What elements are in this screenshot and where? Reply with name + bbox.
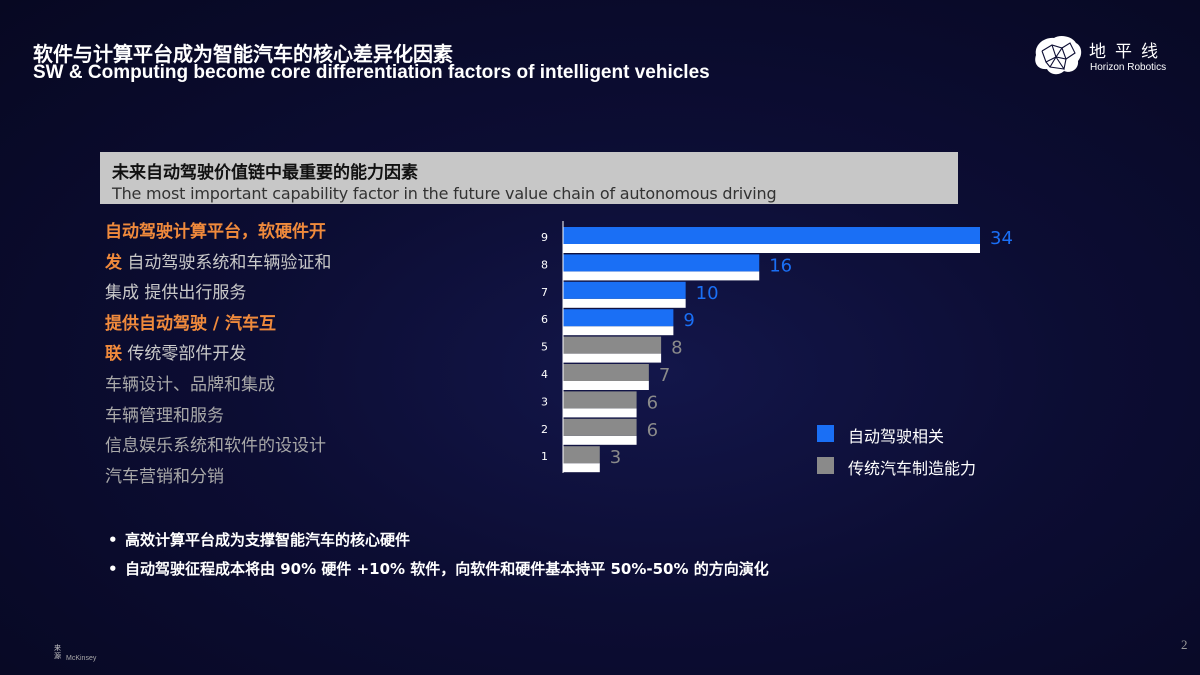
legend-label-traditional: 传统汽车制造能力 — [848, 459, 977, 478]
bar-underline — [563, 271, 760, 281]
factor-line-3: 集成 提供出行服务 — [105, 283, 247, 304]
bar-underline — [563, 435, 637, 445]
value-label-5: 8 — [671, 338, 682, 359]
bar-4 — [563, 364, 649, 381]
horizon-logo: 地平线 Horizon Robotics — [1030, 33, 1170, 83]
category-label-9: 9 — [541, 231, 548, 244]
key-point-2: • 自动驾驶征程成本将由 90% 硬件 +10% 软件，向软件和硬件基本持平 5… — [108, 559, 808, 580]
factor-line-7: 车辆管理和服务 — [105, 405, 224, 426]
bar-underline — [563, 408, 637, 418]
chart-subtitle-box: 未来自动驾驶价值链中最重要的能力因素 The most important ca… — [100, 152, 958, 204]
category-label-6: 6 — [541, 313, 548, 326]
factor-line-9: 汽车营销和分销 — [105, 466, 224, 487]
factor-line-8: 信息娱乐系统和软件的设设计 — [105, 436, 326, 457]
bar-2 — [563, 418, 637, 436]
bullet-dot: • — [108, 560, 118, 578]
factor-line-5: 联 传统零部件开发 — [105, 339, 375, 370]
legend-item-traditional: 传统汽车制造能力 — [817, 455, 1017, 487]
bar-underline — [563, 326, 674, 336]
source-label: 来源 — [54, 644, 61, 660]
legend-label-auto: 自动驾驶相关 — [848, 427, 945, 446]
value-label-1: 3 — [610, 447, 621, 468]
page-title-zh: 软件与计算平台成为智能汽车的核心差异化因素 — [33, 42, 453, 66]
factor-list: 自动驾驶计算平台，软硬件开 发 自动驾驶系统和车辆验证和 集成 提供出行服务 提… — [105, 217, 375, 492]
value-label-7: 10 — [696, 283, 719, 304]
logo-name-en: Horizon Robotics — [1090, 62, 1167, 73]
factor-line-1: 自动驾驶计算平台，软硬件开 — [105, 222, 326, 242]
source-name: McKinsey — [66, 655, 97, 662]
key-point-1-text: 高效计算平台成为支撑智能汽车的核心硬件 — [125, 531, 411, 549]
bar-9 — [563, 227, 980, 244]
category-label-1: 1 — [541, 450, 548, 463]
bar-5 — [563, 336, 662, 354]
factor-line-2-text: 自动驾驶系统和车辆验证和 — [122, 252, 332, 273]
category-label-3: 3 — [541, 395, 548, 408]
factor-line-6: 车辆设计、品牌和集成 — [105, 374, 275, 395]
bar-chart-svg: 9 34 8 16 7 10 6 9 5 8 4 7 3 6 2 6 1 3 — [541, 221, 1013, 473]
legend-item-auto: 自动驾驶相关 — [817, 423, 1017, 455]
value-label-9: 34 — [990, 228, 1013, 249]
chart-legend: 自动驾驶相关 传统汽车制造能力 — [817, 423, 1017, 487]
factor-line-4: 提供自动驾驶 / 汽车互 — [105, 313, 277, 334]
key-points: • 高效计算平台成为支撑智能汽车的核心硬件 • 自动驾驶征程成本将由 90% 硬… — [108, 530, 808, 588]
factor-line-2-highlight: 发 — [105, 252, 122, 273]
bar-underline — [563, 244, 980, 253]
page-number: 2 — [1181, 637, 1188, 652]
bar-underline — [563, 353, 662, 363]
bar-3 — [563, 391, 637, 409]
value-label-8: 16 — [769, 255, 792, 276]
category-label-5: 5 — [541, 341, 548, 354]
key-point-1: • 高效计算平台成为支撑智能汽车的核心硬件 — [108, 530, 808, 551]
legend-swatch-auto — [817, 425, 834, 442]
bar-1 — [563, 446, 600, 464]
value-label-2: 6 — [647, 420, 658, 441]
bar-8 — [563, 254, 760, 272]
category-label-7: 7 — [541, 286, 548, 299]
capability-bar-chart: 9 34 8 16 7 10 6 9 5 8 4 7 3 6 2 6 1 3 — [520, 215, 1080, 485]
bullet-dot: • — [108, 531, 118, 549]
brain-icon — [1035, 35, 1082, 75]
page-title-en: SW & Computing become core differentiati… — [33, 62, 710, 83]
category-label-2: 2 — [541, 423, 548, 436]
bar-7 — [563, 281, 686, 299]
value-label-6: 9 — [683, 310, 694, 331]
factor-line-2: 发 自动驾驶系统和车辆验证和 — [105, 248, 375, 279]
category-label-4: 4 — [541, 368, 548, 381]
chart-subtitle-en: The most important capability factor in … — [112, 184, 777, 203]
chart-subtitle-zh: 未来自动驾驶价值链中最重要的能力因素 — [112, 163, 418, 183]
bar-underline — [563, 381, 649, 390]
value-label-3: 6 — [647, 392, 658, 413]
logo-name-zh: 地平线 — [1089, 42, 1167, 62]
legend-swatch-traditional — [817, 457, 834, 474]
bar-underline — [563, 298, 686, 308]
factor-line-5-text: 传统零部件开发 — [122, 344, 247, 365]
category-label-8: 8 — [541, 258, 548, 271]
key-point-2-text: 自动驾驶征程成本将由 90% 硬件 +10% 软件，向软件和硬件基本持平 50%… — [125, 560, 769, 578]
bar-underline — [563, 463, 600, 473]
value-label-4: 7 — [659, 365, 670, 386]
factor-line-5-highlight: 联 — [105, 344, 122, 365]
bar-6 — [563, 309, 674, 327]
